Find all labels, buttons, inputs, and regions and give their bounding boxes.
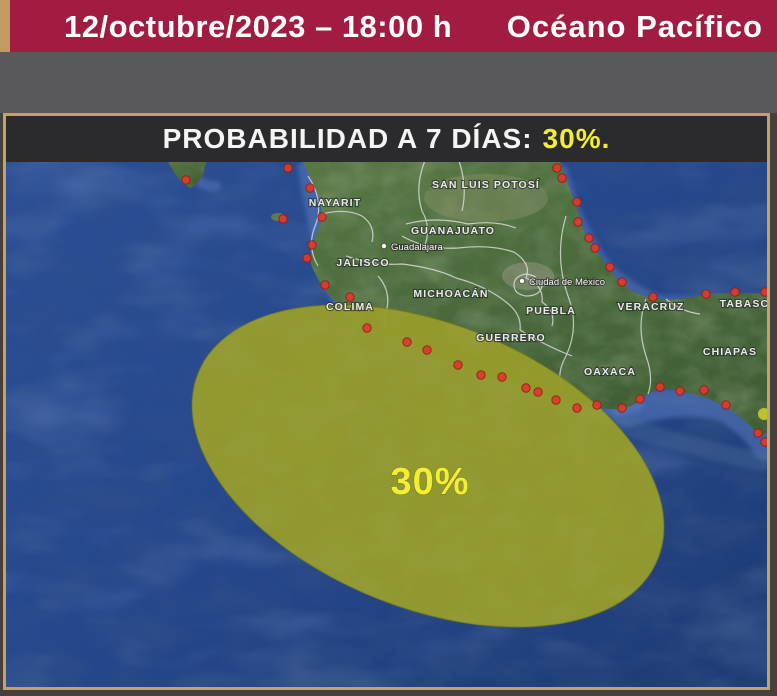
coast-marker-dot [572,197,582,207]
satellite-map: 30% NAYARIT SAN LUIS POTOSÍ GUANAJUATO JALI… [6,116,767,687]
coast-marker-dot [590,243,600,253]
probability-label: 30% [390,461,469,503]
state-label: JALISCO [336,257,389,269]
state-label: GUERRERO [476,332,545,344]
city-dot [380,242,388,250]
coast-marker-dot [760,287,767,297]
coast-marker-dot [362,323,372,333]
state-label: MICHOACÁN [413,287,488,300]
coast-marker-dot [551,395,561,405]
coast-markers-layer [181,163,767,447]
banner-title: PROBABILIDAD A 7 DÍAS: [162,123,533,154]
coast-marker-dot [648,292,658,302]
coast-marker-dot [701,289,711,299]
coast-marker-dot [283,163,293,173]
coast-marker-dot [699,385,709,395]
coast-marker-dot [453,360,463,370]
header-region: Océano Pacífico [506,9,763,44]
banner-value: 30%. [542,123,611,154]
state-label: VERACRUZ [617,301,684,313]
map-stage: 30% NAYARIT SAN LUIS POTOSÍ GUANAJUATO JALI… [0,113,777,696]
coast-marker-dot [181,175,191,185]
coast-marker-dot [320,280,330,290]
coast-marker-dot [721,400,731,410]
city-labels-layer: Guadalajara Ciudad de México [380,241,606,289]
header-bar: 12/octubre/2023 – 18:00 h Océano Pacífic… [0,0,777,52]
coast-marker-dot [317,212,327,222]
city-label: Ciudad de México [529,277,605,288]
coast-marker-dot [552,163,562,173]
state-label: TABASCO [720,298,767,310]
header-date: 12/octubre/2023 – 18:00 h [64,9,453,44]
secondary-probability-fragment [758,408,767,420]
coast-marker-dot [572,403,582,413]
state-label: GUANAJUATO [411,225,495,237]
city-dot [518,277,526,285]
coast-marker-dot [617,277,627,287]
coast-marker-dot [307,240,317,250]
state-label: NAYARIT [309,197,361,209]
coast-marker-dot [675,386,685,396]
coast-marker-dot [345,292,355,302]
coast-marker-dot [605,262,615,272]
map-frame: 30% NAYARIT SAN LUIS POTOSÍ GUANAJUATO JALI… [3,113,770,690]
accent-stripe [0,0,10,52]
state-labels-layer: NAYARIT SAN LUIS POTOSÍ GUANAJUATO JALISCO M… [308,177,767,379]
state-label: PUEBLA [526,305,576,317]
coast-marker-dot [584,233,594,243]
probability-banner: PROBABILIDAD A 7 DÍAS: 30%. [6,116,767,162]
coast-marker-dot [402,337,412,347]
coast-marker-dot [497,372,507,382]
coast-marker-dot [278,214,288,224]
coast-marker-dot [730,287,740,297]
coast-marker-dot [557,173,567,183]
coast-marker-dot [305,183,315,193]
coast-marker-dot [655,382,665,392]
coast-marker-dot [617,403,627,413]
coast-marker-dot [533,387,543,397]
coast-marker-dot [302,253,312,263]
coast-marker-dot [760,437,767,447]
coast-marker-dot [521,383,531,393]
coast-marker-dot [592,400,602,410]
coast-marker-dot [635,394,645,404]
coast-marker-dot [573,217,583,227]
spacer-band [0,52,777,113]
state-label: SAN LUIS POTOSÍ [432,178,540,191]
coast-marker-dot [753,428,763,438]
state-label: OAXACA [584,366,636,378]
coast-marker-dot [422,345,432,355]
state-label: COLIMA [326,301,374,313]
state-label: CHIAPAS [703,346,757,358]
coast-marker-dot [476,370,486,380]
city-label: Guadalajara [391,242,443,253]
state-borders [307,157,701,395]
